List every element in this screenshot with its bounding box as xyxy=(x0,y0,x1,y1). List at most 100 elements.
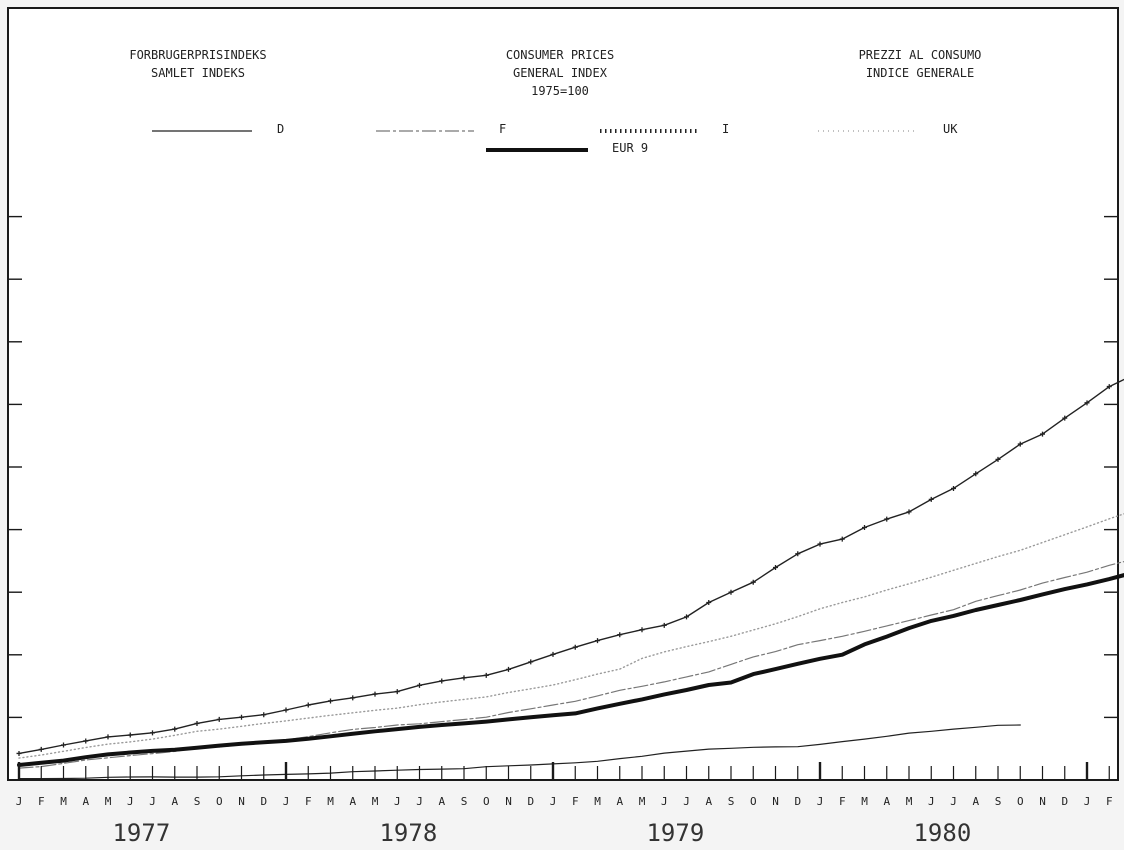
month-label: M xyxy=(594,795,601,808)
month-label: J xyxy=(683,795,690,808)
month-label: J xyxy=(394,795,401,808)
series-point-i xyxy=(906,509,912,515)
title-right-line-2: INDICE GENERALE xyxy=(866,66,974,80)
month-label: S xyxy=(995,795,1002,808)
series-point-i xyxy=(1084,400,1090,406)
series-point-i xyxy=(38,746,44,752)
month-label: J xyxy=(817,795,824,808)
month-label: D xyxy=(794,795,801,808)
series-point-i xyxy=(839,536,845,542)
series-point-i xyxy=(216,716,222,722)
series-point-i xyxy=(973,471,979,477)
series-point-i xyxy=(528,659,534,665)
month-label: A xyxy=(349,795,356,808)
month-label: A xyxy=(82,795,89,808)
series-point-i xyxy=(261,712,267,718)
year-label: 1980 xyxy=(913,819,971,847)
month-label: A xyxy=(171,795,178,808)
month-label: D xyxy=(260,795,267,808)
title-right: PREZZI AL CONSUMO INDICE GENERALE xyxy=(859,48,982,80)
series-point-i xyxy=(639,627,645,633)
series-point-i xyxy=(817,541,823,547)
series-point-i xyxy=(417,682,422,688)
month-label: D xyxy=(1061,795,1068,808)
series-point-i xyxy=(328,698,333,704)
month-label: O xyxy=(750,795,757,808)
series-point-i xyxy=(550,651,556,657)
month-label: M xyxy=(906,795,913,808)
year-label: 1977 xyxy=(112,819,170,847)
month-label: J xyxy=(127,795,134,808)
series-point-i xyxy=(884,516,890,522)
series-point-i xyxy=(728,589,734,595)
month-label: J xyxy=(149,795,156,808)
series-point-i xyxy=(127,732,133,738)
month-label: M xyxy=(327,795,334,808)
month-label: J xyxy=(661,795,668,808)
series-point-i xyxy=(483,672,489,678)
series-line-uk xyxy=(18,513,1124,759)
month-label: A xyxy=(438,795,445,808)
legend-label-uk: UK xyxy=(943,122,958,136)
month-label: J xyxy=(16,795,23,808)
series-point-i xyxy=(461,675,467,681)
series-point-i xyxy=(595,638,600,644)
month-label: O xyxy=(216,795,223,808)
month-label: M xyxy=(372,795,379,808)
month-label: J xyxy=(1084,795,1091,808)
series-point-i xyxy=(372,691,378,697)
title-center: CONSUMER PRICES GENERAL INDEX 1975=100 xyxy=(506,48,614,98)
month-label: O xyxy=(1017,795,1024,808)
series-point-i xyxy=(239,714,244,720)
month-label: D xyxy=(527,795,534,808)
legend-label-i: I xyxy=(722,122,729,136)
series-point-i xyxy=(194,720,200,726)
series-line-eur9 xyxy=(17,573,1124,767)
month-label: A xyxy=(972,795,979,808)
month-label: J xyxy=(550,795,557,808)
series-point-i xyxy=(661,622,667,628)
series-point-i xyxy=(572,644,578,650)
series-point-i xyxy=(394,689,400,695)
month-label: S xyxy=(461,795,468,808)
series-point-i xyxy=(617,632,623,638)
series-point-i xyxy=(1106,384,1112,390)
month-label: A xyxy=(883,795,890,808)
series-point-i xyxy=(350,695,356,701)
legend-label-eur9: EUR 9 xyxy=(612,141,648,155)
title-right-line-1: PREZZI AL CONSUMO xyxy=(859,48,982,62)
series-line-d xyxy=(18,724,1021,780)
series-point-i xyxy=(995,456,1001,462)
series-point-i xyxy=(439,678,445,684)
series-point-i xyxy=(83,738,89,744)
title-left-line-1: FORBRUGERPRISINDEKS xyxy=(129,48,266,62)
y-axis-ticks xyxy=(8,215,1118,719)
month-label: J xyxy=(416,795,423,808)
series-point-i xyxy=(283,707,289,713)
series-point-i xyxy=(750,579,756,585)
series-point-i xyxy=(1040,431,1045,437)
legend-label-d: D xyxy=(277,122,284,136)
month-label: F xyxy=(38,795,45,808)
month-label: J xyxy=(950,795,957,808)
series-point-i xyxy=(105,734,111,740)
series-point-i xyxy=(506,666,511,672)
month-label: S xyxy=(728,795,735,808)
series-point-i xyxy=(951,485,956,491)
month-label: N xyxy=(238,795,245,808)
series-point-i xyxy=(684,614,689,620)
series-point-i xyxy=(706,600,712,605)
year-label: 1979 xyxy=(646,819,704,847)
series-point-i xyxy=(305,702,311,708)
series-point-i xyxy=(795,551,801,557)
legend-label-f: F xyxy=(499,122,506,136)
series-point-i xyxy=(928,496,934,502)
series-point-i xyxy=(150,730,155,736)
month-label: M xyxy=(861,795,868,808)
legend: D F I UK EUR 9 xyxy=(152,122,958,155)
month-label: M xyxy=(60,795,67,808)
month-label: F xyxy=(572,795,579,808)
month-label: O xyxy=(483,795,490,808)
